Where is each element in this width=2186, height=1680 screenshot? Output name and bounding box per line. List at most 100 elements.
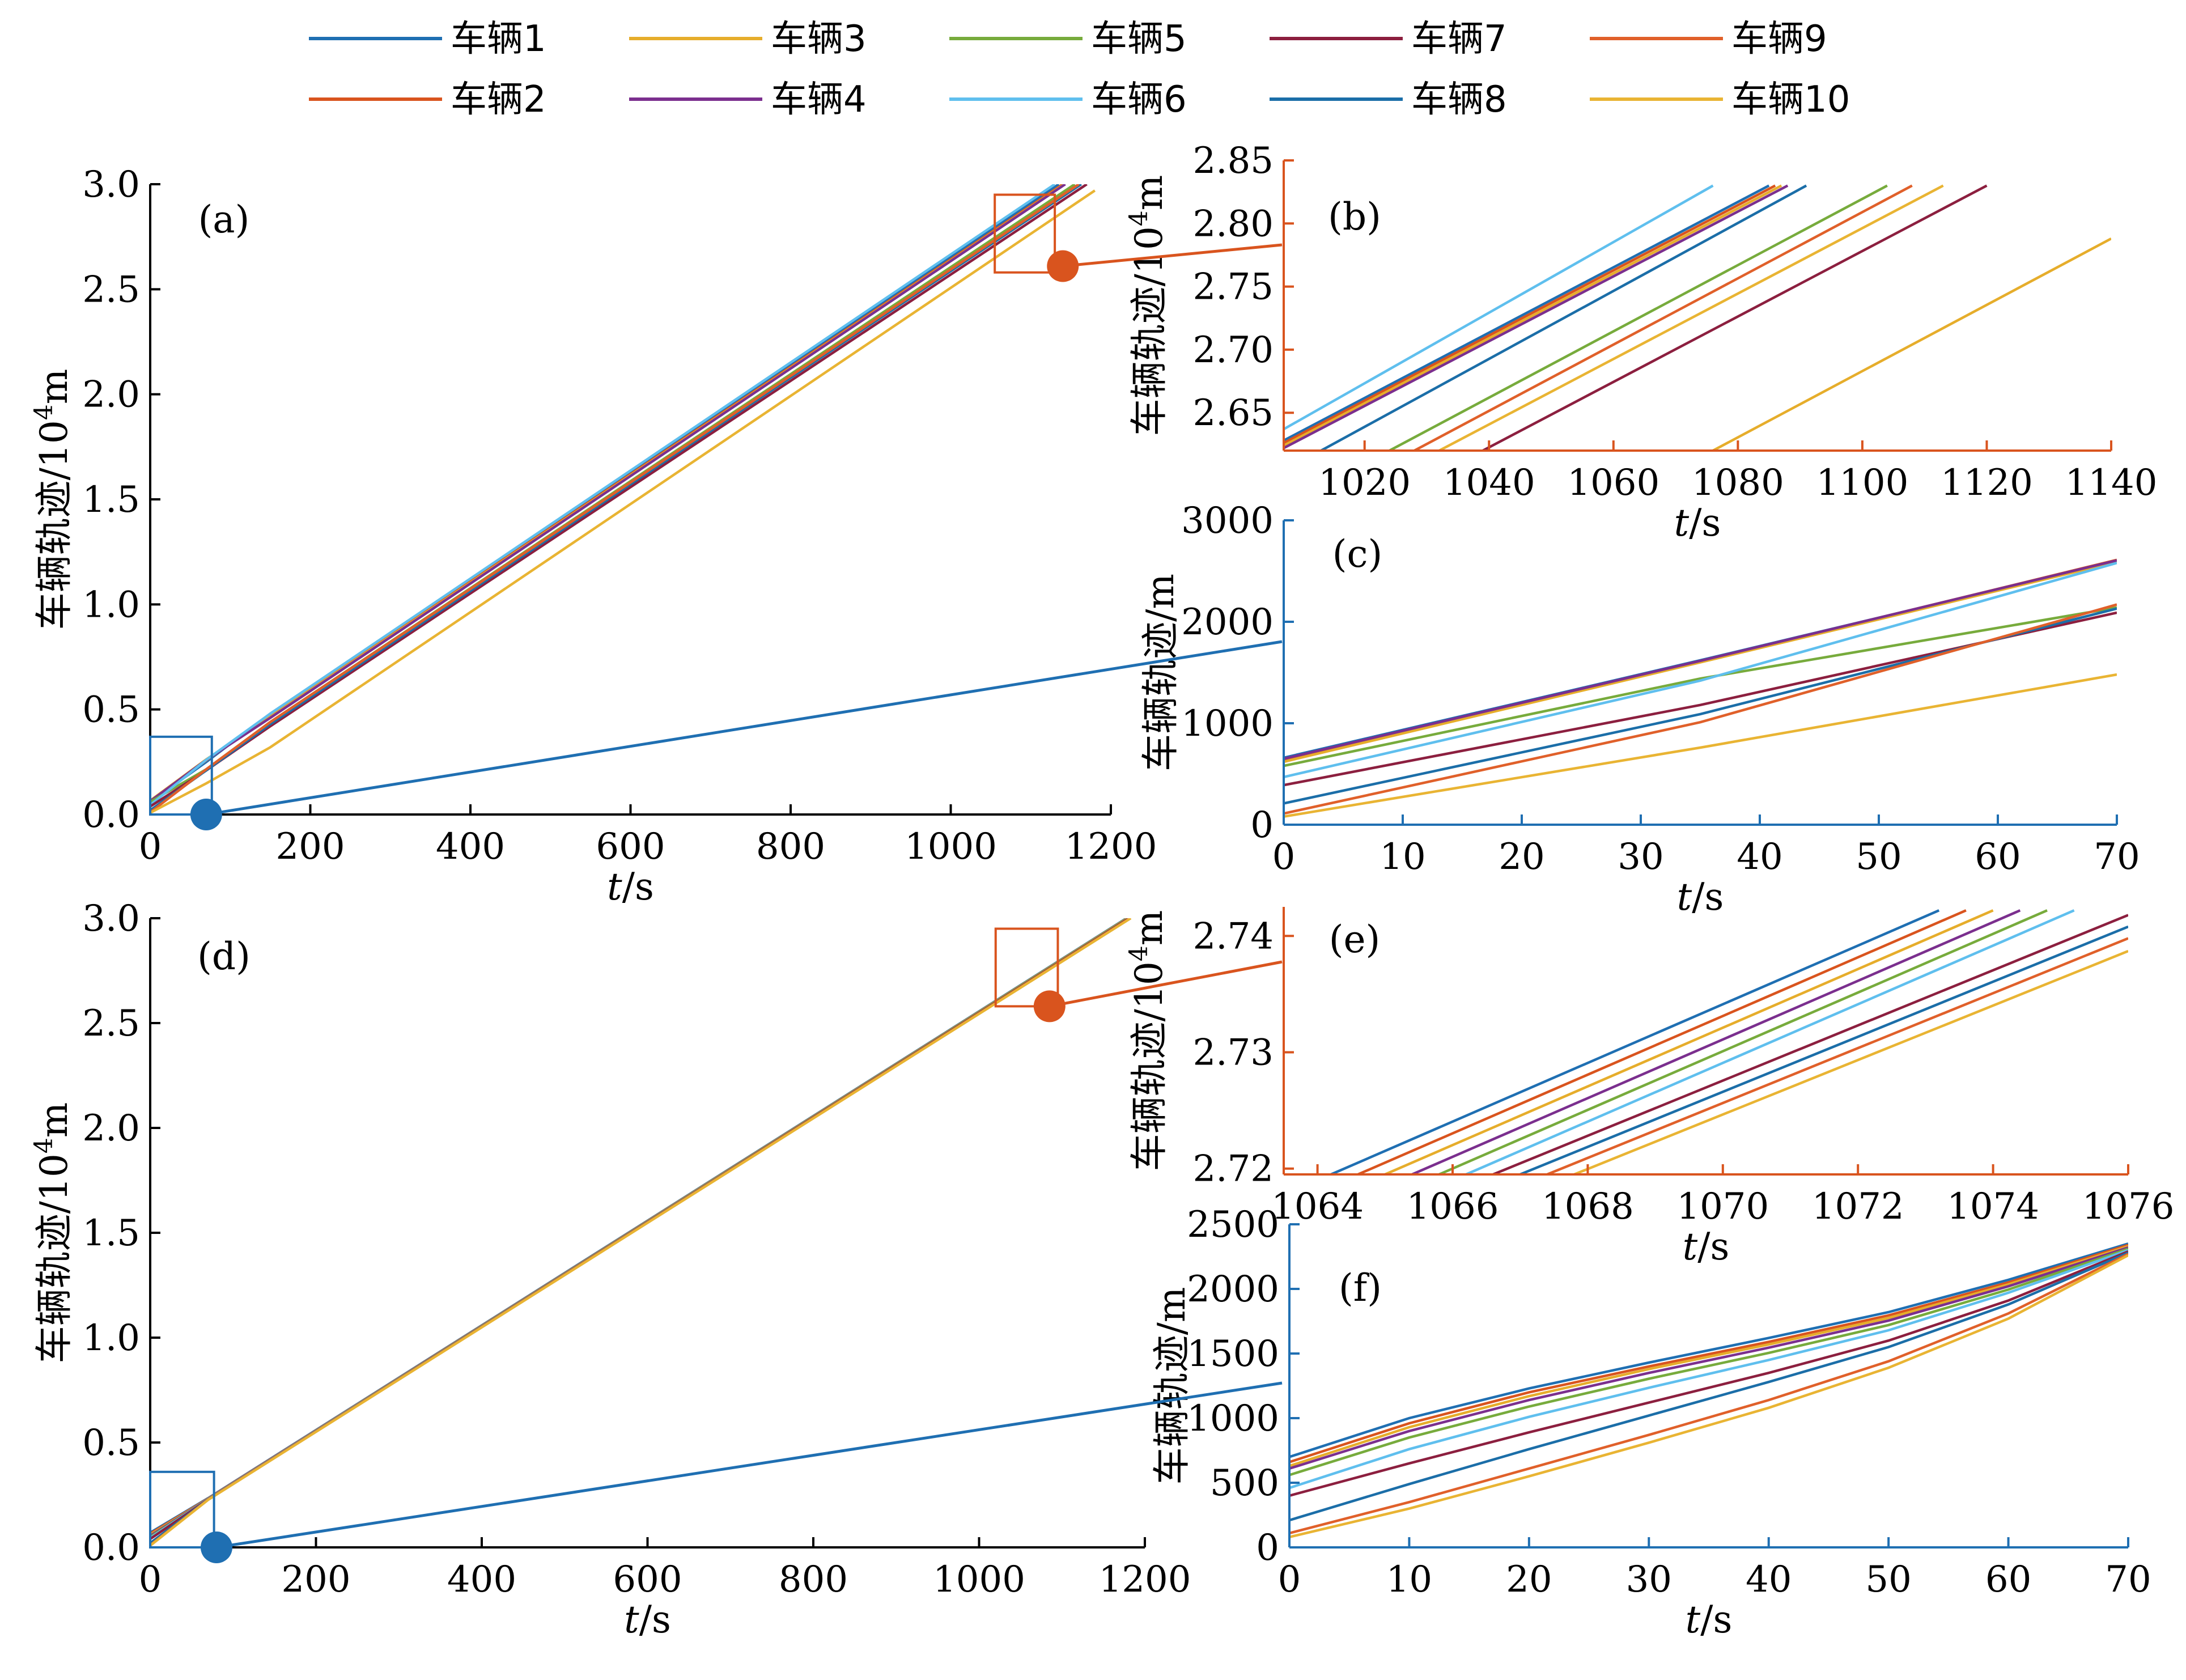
x-tick-label: 30 (1626, 1559, 1672, 1601)
series-line (1320, 184, 1807, 451)
y-tick-label: 2.74 (1193, 915, 1274, 957)
series-line (150, 189, 1096, 814)
x-tick-label: 1074 (1947, 1186, 2039, 1228)
series-line (1384, 909, 1994, 1174)
zoom-connector-line (1049, 960, 1283, 1008)
legend-entry: 车辆7 (1270, 18, 1507, 60)
legend-label: 车辆8 (1411, 79, 1507, 121)
y-tick-label: 2.72 (1193, 1148, 1274, 1190)
y-tick-label: 0.5 (82, 1422, 140, 1464)
series-line (1289, 1245, 2128, 1467)
x-tick-label: 0 (139, 826, 162, 868)
panel-label: (f) (1339, 1266, 1382, 1310)
x-tick-label: 40 (1737, 836, 1782, 878)
series-line (1547, 937, 2128, 1174)
series-line (1519, 925, 2128, 1174)
y-tick-label: 1.0 (82, 584, 140, 626)
y-tick-label: 1000 (1187, 1398, 1279, 1440)
y-axis-label: 车辆轨迹/104m (1124, 910, 1171, 1172)
series-line (150, 184, 1056, 807)
series-line (1284, 184, 1776, 444)
y-tick-label: 2.5 (82, 1003, 140, 1045)
series-line (1712, 237, 2111, 451)
y-tick-label: 2.75 (1193, 266, 1274, 308)
series-line (150, 184, 1066, 803)
x-tick-label: 800 (756, 826, 825, 868)
x-tick-label: 1070 (1676, 1186, 1769, 1228)
y-tick-label: 0 (1256, 1527, 1279, 1569)
series-line (150, 184, 1088, 808)
y-tick-label: 2000 (1187, 1269, 1279, 1310)
zoom-box (149, 735, 213, 816)
zoom-connector-line (1063, 243, 1283, 268)
series-line (150, 184, 1080, 814)
x-axis-label: t/s (607, 865, 654, 909)
series-line (1482, 184, 1988, 451)
y-axis-label: 车辆轨迹/104m (29, 1102, 76, 1364)
series-group (1284, 184, 2111, 451)
series-line (1284, 673, 2117, 818)
x-tick-label: 400 (436, 826, 505, 868)
zoom-a-to-c (149, 640, 1283, 830)
x-tick-label: 1080 (1692, 462, 1784, 504)
y-tick-label: 1.5 (82, 1212, 140, 1254)
series-group (1284, 558, 2117, 818)
zoom-d-to-f (149, 1381, 1283, 1563)
x-tick-label: 1120 (1941, 462, 2033, 504)
y-axis-label: 车辆轨迹/m (1139, 574, 1182, 771)
y-tick-label: 0.0 (82, 794, 140, 836)
y-tick-label: 2.70 (1193, 329, 1274, 371)
series-line (1284, 184, 1770, 442)
legend-label: 车辆1 (451, 18, 546, 60)
panel-label: (a) (198, 198, 250, 241)
series-line (1284, 606, 2117, 767)
y-tick-label: 3.0 (82, 898, 140, 940)
x-tick-label: 1000 (933, 1559, 1025, 1601)
series-group (1289, 1242, 2128, 1538)
panel-f: 0 10 20 30 40 50 60 70 0 500 1000 1500 2000 2500 t/s 车辆… (1150, 1204, 2151, 1641)
x-tick-label: 70 (2105, 1559, 2151, 1601)
panels: 0 200 400 600 800 1000 12000.00.51.01.52.02.53… (29, 140, 2174, 1641)
x-tick-label: 40 (1746, 1559, 1792, 1601)
series-line (1357, 909, 1967, 1174)
y-tick-label: 2.0 (82, 374, 140, 416)
zoom-box (994, 193, 1056, 274)
series-line (1289, 1246, 2128, 1470)
series-line (1573, 949, 2128, 1174)
y-tick-label: 3.0 (82, 164, 140, 206)
series-line (1465, 909, 2075, 1174)
x-tick-label: 1072 (1812, 1186, 1904, 1228)
legend-entry: 车辆10 (1590, 79, 1850, 121)
series-line (1289, 1251, 2128, 1522)
x-tick-label: 60 (1975, 836, 2021, 878)
series-line (1284, 603, 2117, 815)
x-tick-label: 70 (2094, 836, 2140, 878)
x-tick-label: 60 (1985, 1559, 2031, 1601)
y-tick-label: 2.85 (1193, 140, 1274, 182)
series-line (1289, 1244, 2128, 1463)
x-tick-label: 600 (596, 826, 665, 868)
legend-label: 车辆9 (1731, 18, 1827, 60)
x-tick-label: 50 (1865, 1559, 1911, 1601)
x-tick-label: 10 (1379, 836, 1425, 878)
x-tick-label: 1066 (1407, 1186, 1499, 1228)
y-tick-label: 0 (1250, 804, 1274, 846)
x-axis-label: t/s (1683, 1225, 1730, 1269)
series-group (150, 184, 1096, 814)
zoom-box (994, 927, 1059, 1008)
x-tick-label: 1020 (1318, 462, 1411, 504)
x-axis-label: t/s (624, 1598, 671, 1641)
x-tick-label: 200 (281, 1559, 350, 1601)
x-tick-label: 1064 (1271, 1186, 1364, 1228)
series-line (1330, 909, 1940, 1174)
x-axis-label: t/s (1686, 1598, 1733, 1641)
panel-c: 0 10 20 30 40 50 60 70 0 1000 2000 3000 t/s 车辆轨迹/m (c) (1139, 500, 2140, 919)
series-line (1411, 909, 2021, 1174)
zoom-box (149, 1470, 215, 1549)
y-axis-label: 车辆轨迹/104m (1124, 175, 1171, 436)
legend-entry: 车辆1 (309, 18, 546, 60)
series-group (150, 918, 1132, 1547)
y-tick-label: 2.65 (1193, 392, 1274, 434)
series-line (1389, 184, 1888, 451)
x-tick-label: 20 (1506, 1559, 1552, 1601)
